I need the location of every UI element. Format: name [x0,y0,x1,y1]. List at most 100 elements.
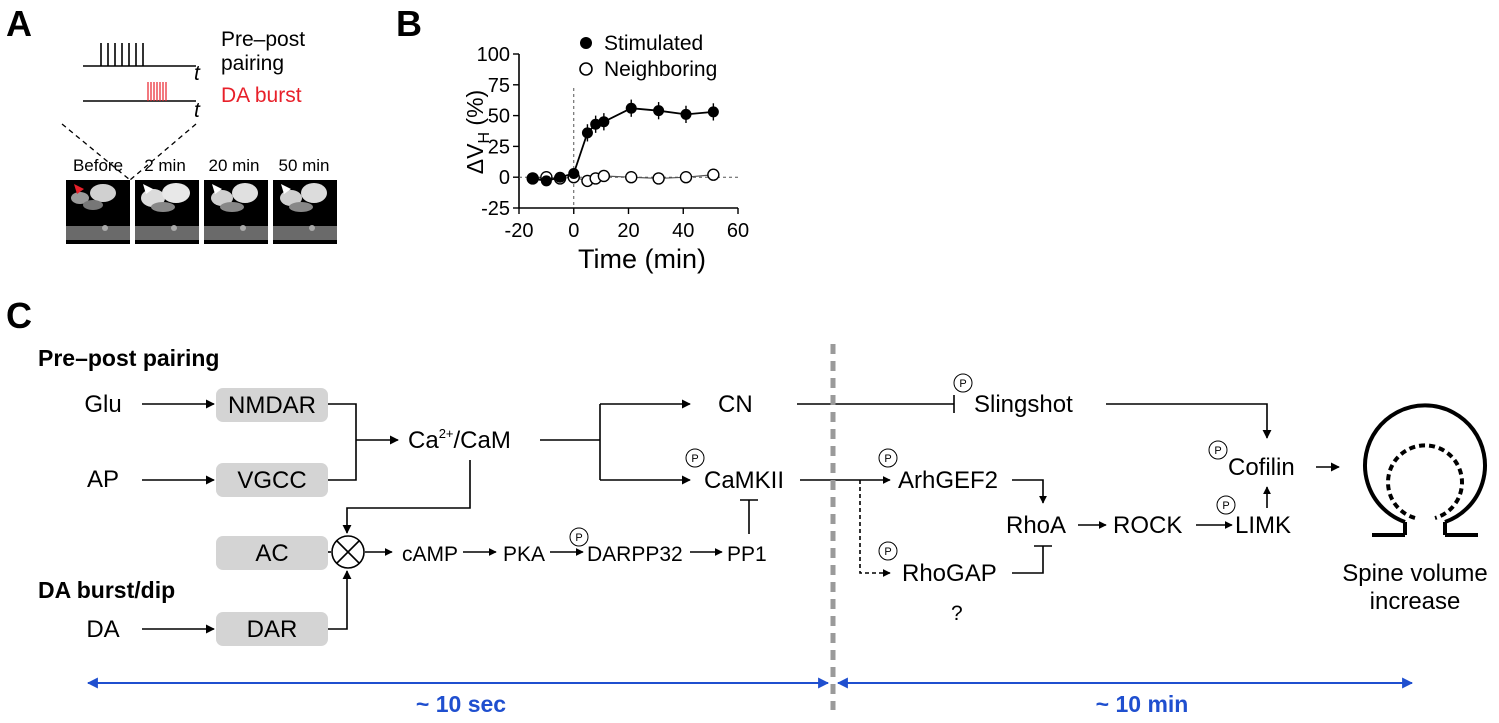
pairing-title: Pre–post pairing [38,345,219,371]
x-tick-label: 20 [617,220,639,242]
pairing-label-1: Pre–post [221,28,305,51]
cam-text: /CaM [454,427,511,454]
slingshot-p-symbol: P [959,378,966,390]
timescale-left-label: ~ 10 sec [416,691,506,717]
data-point-neighboring [652,172,665,185]
integrator-node [331,535,365,569]
x-tick-label: 60 [727,220,749,242]
ca-sup: 2+ [439,426,454,441]
x-tick-label: 40 [672,220,694,242]
vgcc-label: VGCC [237,467,306,494]
dar-label: DAR [247,616,298,643]
panel-label-b: B [396,3,422,44]
cn-label: CN [718,391,753,418]
data-point-neighboring [597,169,611,183]
darpp32-label: DARPP32 [587,543,683,566]
limk-phospho: P [1216,495,1236,515]
da-label: DA [86,616,119,643]
spine-image-2min [135,180,199,244]
data-point-neighboring [707,168,720,181]
cofilin-p-symbol: P [1214,445,1221,457]
data-point-stimulated [540,175,552,187]
data-point-stimulated [653,105,665,117]
da-burst-label: DA burst [221,84,302,107]
rhogap-label: RhoGAP [902,560,997,587]
nmdar-box [216,388,328,422]
pairing-trace [83,43,196,67]
da-burst-trace [83,82,196,102]
slingshot-label: Slingshot [974,391,1073,418]
data-point-stimulated [598,116,610,128]
legend-marker-neighboring [579,62,593,76]
pp1-label: PP1 [727,543,767,566]
data-point-stimulated [680,108,692,120]
ac-label: AC [255,540,288,567]
image-label-2min: 2 min [144,156,186,175]
rhoa-label: RhoA [1006,512,1066,539]
y-tick-label: 0 [499,167,510,189]
legend-label-neighboring: Neighboring [604,58,717,81]
camp-label: cAMP [402,543,458,566]
time-symbol-1: t [194,62,201,85]
arhgef2-phospho: P [878,448,898,468]
data-point-stimulated [554,171,566,183]
spine-image-before [66,180,130,244]
rock-label: ROCK [1113,512,1182,539]
spine-image-20min [204,180,268,244]
arhgef2-label: ArhGEF2 [898,467,998,494]
image-label-50min: 50 min [278,156,329,175]
limk-p-symbol: P [1222,500,1229,512]
input-arrows [142,399,723,634]
arhgef2-p-symbol: P [884,453,891,465]
spine-image-50min [273,180,337,244]
ca-cam-label: Ca2+/CaM [408,426,511,454]
darpp32-p-symbol: P [575,532,582,544]
y-tick-label: 75 [488,75,510,97]
nmdar-label: NMDAR [228,392,316,419]
panel-label-c: C [6,295,32,336]
dar-box [216,612,328,646]
zoom-lines [61,123,197,181]
slingshot-phospho: P [953,373,973,393]
y-tick-label: -25 [481,198,510,220]
da-title: DA burst/dip [38,577,175,603]
data-point-stimulated [707,106,719,118]
vgcc-box [216,463,328,497]
y-tick-label: 100 [477,44,510,66]
y-tick-label: 50 [488,106,510,128]
darpp32-phospho: P [569,527,589,547]
data-point-stimulated [581,127,593,139]
limk-label: LIMK [1235,512,1291,539]
volume-change-chart: -25 0 25 50 75 100 -20 0 20 40 60 [477,44,750,242]
pka-label: PKA [503,543,545,566]
data-point-stimulated [625,102,637,114]
data-point-stimulated [568,168,580,180]
slingshot-cofilin-arrow [1106,403,1272,439]
chart-axes: -25 0 25 50 75 100 -20 0 20 40 60 [477,44,750,242]
image-label-20min: 20 min [208,156,259,175]
ca-text: Ca [408,427,439,454]
ac-box [216,536,328,570]
rhogap-p-symbol: P [884,546,891,558]
pairing-label-2: pairing [221,52,284,75]
outcome-label-1: Spine volume [1342,560,1487,587]
spine-schematic [1363,403,1487,537]
data-point-neighboring [679,170,693,184]
rhoa-regulation [1012,479,1052,574]
x-axis-label: Time (min) [578,244,706,274]
chart-marks [526,99,720,188]
y-axis-label-sub: H [476,132,493,144]
legend-marker-stimulated [580,37,592,49]
camkii-phospho: P [685,448,705,468]
camkii-p-symbol: P [691,453,698,465]
time-symbol-2: t [194,99,201,122]
rhogap-question: ? [951,602,963,625]
y-axis-label-unit: (%) [462,90,488,132]
rhogap-phospho: P [878,541,898,561]
camkii-downstream [800,476,891,577]
x-tick-label: 0 [568,220,579,242]
y-axis-label-main: ΔV [462,143,488,174]
y-axis-label: ΔVH (%) [462,90,493,174]
glu-label: Glu [84,391,121,418]
